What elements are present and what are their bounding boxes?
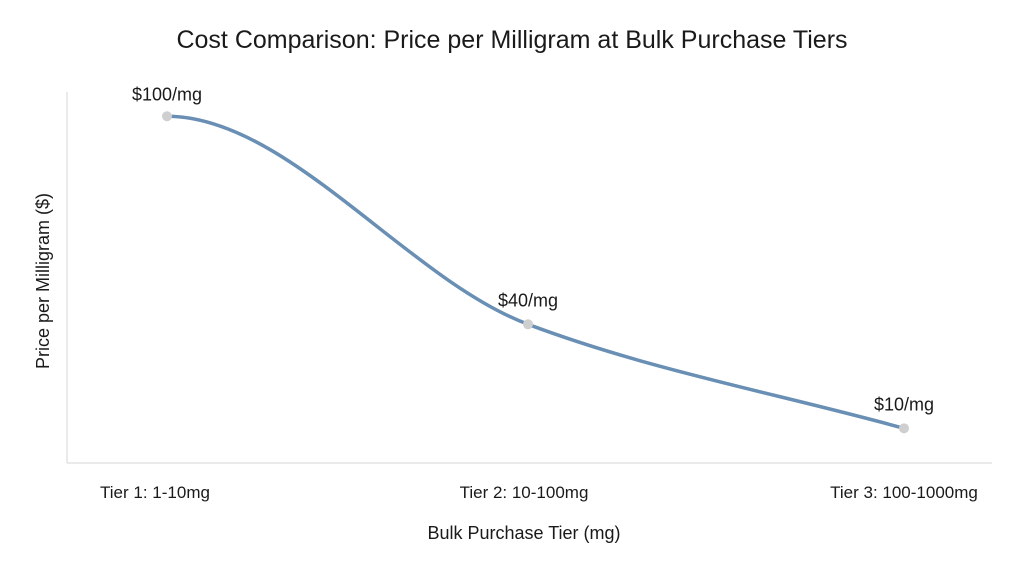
data-point[interactable] [523, 319, 533, 330]
data-label: $40/mg [498, 290, 558, 310]
data-point[interactable] [162, 111, 172, 122]
data-label: $100/mg [132, 84, 202, 104]
series-line [165, 114, 906, 431]
x-tick-label: Tier 2: 10-100mg [460, 483, 589, 502]
x-axis-label: Bulk Purchase Tier (mg) [427, 523, 620, 543]
x-tick-label: Tier 3: 100-1000mg [830, 483, 978, 502]
y-axis-label: Price per Milligram ($) [33, 193, 53, 369]
data-point[interactable] [899, 423, 909, 434]
data-labels-layer: $100/mg $40/mg $10/mg [132, 84, 934, 414]
x-tick-label: Tier 1: 1-10mg [100, 483, 210, 502]
chart-title: Cost Comparison: Price per Milligram at … [176, 26, 847, 54]
series-layer [165, 114, 906, 431]
points-layer [162, 111, 909, 434]
x-tick-labels-layer: Tier 1: 1-10mg Tier 2: 10-100mg Tier 3: 10… [100, 483, 978, 502]
data-label: $10/mg [874, 394, 934, 414]
